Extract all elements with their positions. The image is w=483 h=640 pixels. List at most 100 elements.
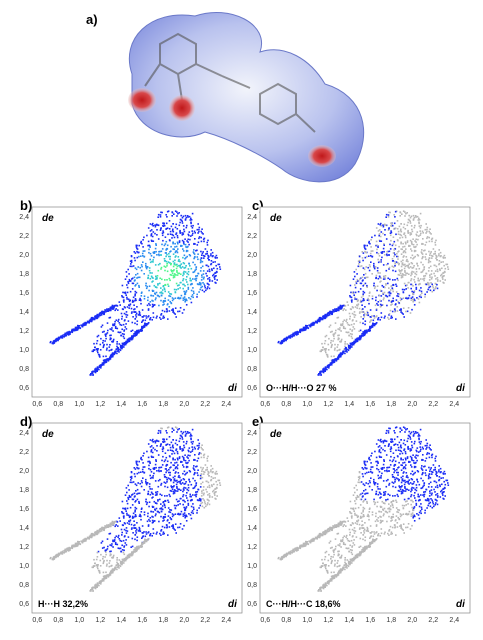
background-point: [418, 301, 421, 304]
background-point: [399, 299, 402, 302]
contact-point: [150, 445, 153, 447]
background-point: [342, 320, 344, 323]
contact-point: [152, 259, 154, 261]
background-point: [121, 558, 124, 561]
contact-point: [400, 492, 403, 495]
background-point: [402, 259, 404, 262]
contact-point: [145, 482, 147, 485]
contact-point: [102, 344, 105, 347]
background-point: [379, 235, 382, 238]
contact-point: [155, 275, 157, 278]
contact-point: [183, 273, 185, 275]
background-point: [352, 306, 354, 309]
contact-point: [151, 456, 153, 458]
contact-point: [126, 298, 128, 300]
contact-point: [172, 242, 174, 245]
contact-point: [407, 445, 409, 448]
contact-point: [156, 445, 158, 447]
background-point: [426, 281, 429, 284]
contact-point: [415, 283, 417, 286]
background-point: [358, 330, 360, 332]
contact-point: [176, 490, 179, 492]
contact-point: [413, 514, 415, 517]
contact-point: [368, 269, 371, 272]
contact-point: [125, 341, 127, 344]
contact-point: [173, 452, 176, 455]
contact-point: [148, 285, 151, 287]
contact-point: [179, 448, 181, 450]
background-point: [356, 307, 358, 309]
contact-point: [415, 484, 418, 486]
contact-point: [190, 301, 193, 304]
contact-point: [328, 367, 330, 369]
contact-point: [103, 313, 105, 316]
contact-point: [162, 520, 164, 522]
contact-point: [166, 495, 168, 497]
background-point: [94, 533, 96, 536]
contact-point: [175, 223, 178, 226]
contact-point: [183, 444, 185, 447]
contact-point: [123, 545, 126, 547]
contact-point: [361, 304, 363, 306]
background-point: [398, 293, 401, 295]
contact-point: [125, 527, 128, 529]
contact-point: [117, 525, 119, 527]
contact-point: [89, 320, 91, 323]
background-point: [204, 464, 207, 466]
contact-point: [196, 472, 199, 474]
background-point: [210, 479, 212, 482]
contact-point: [381, 252, 383, 254]
background-point: [438, 263, 440, 266]
contact-point: [130, 330, 132, 332]
contact-point: [71, 331, 73, 333]
background-point: [200, 456, 203, 459]
contact-point: [319, 320, 321, 322]
contact-point: [183, 483, 186, 485]
contact-point: [135, 331, 137, 334]
contact-point: [425, 457, 428, 460]
contact-point: [363, 291, 366, 294]
contact-point: [141, 325, 143, 328]
contact-point: [121, 296, 124, 298]
contact-point: [193, 473, 195, 476]
contact-point: [133, 304, 135, 306]
contact-point: [155, 491, 157, 494]
contact-point: [160, 470, 162, 472]
background-point: [412, 299, 415, 302]
background-point: [422, 232, 424, 234]
contact-point: [320, 317, 322, 320]
contact-point: [172, 514, 175, 516]
contact-point: [96, 368, 99, 371]
contact-point: [194, 255, 196, 258]
contact-point: [322, 317, 324, 320]
contact-point: [143, 471, 146, 474]
background-point: [406, 272, 408, 275]
background-point: [352, 292, 355, 295]
contact-point: [192, 271, 194, 274]
contact-point: [142, 466, 145, 468]
contact-point: [131, 301, 134, 303]
contact-point: [138, 286, 140, 288]
background-point: [355, 320, 358, 322]
contact-point: [180, 483, 182, 485]
fingerprint-plot-e: 0,6 0,8 1,0 1,2 1,4 1,6 1,8 2,0 2,2 2,4 0,6 0,8 1,0 1…: [247, 422, 471, 624]
contact-point: [184, 430, 187, 433]
contact-point: [155, 459, 157, 461]
contact-point: [185, 481, 187, 483]
contact-point: [184, 516, 186, 519]
contact-point: [316, 320, 318, 323]
contact-point: [378, 275, 381, 278]
background-point: [130, 553, 133, 556]
contact-point: [418, 433, 420, 436]
contact-point: [146, 323, 148, 325]
contact-point: [184, 218, 187, 220]
background-point: [354, 296, 356, 299]
contact-point: [131, 335, 133, 337]
contact-point: [136, 277, 138, 279]
contact-point: [172, 444, 174, 447]
contact-point: [178, 297, 180, 300]
contact-point: [382, 278, 385, 280]
background-point: [97, 530, 100, 532]
background-point: [209, 495, 211, 497]
background-point: [404, 500, 407, 503]
